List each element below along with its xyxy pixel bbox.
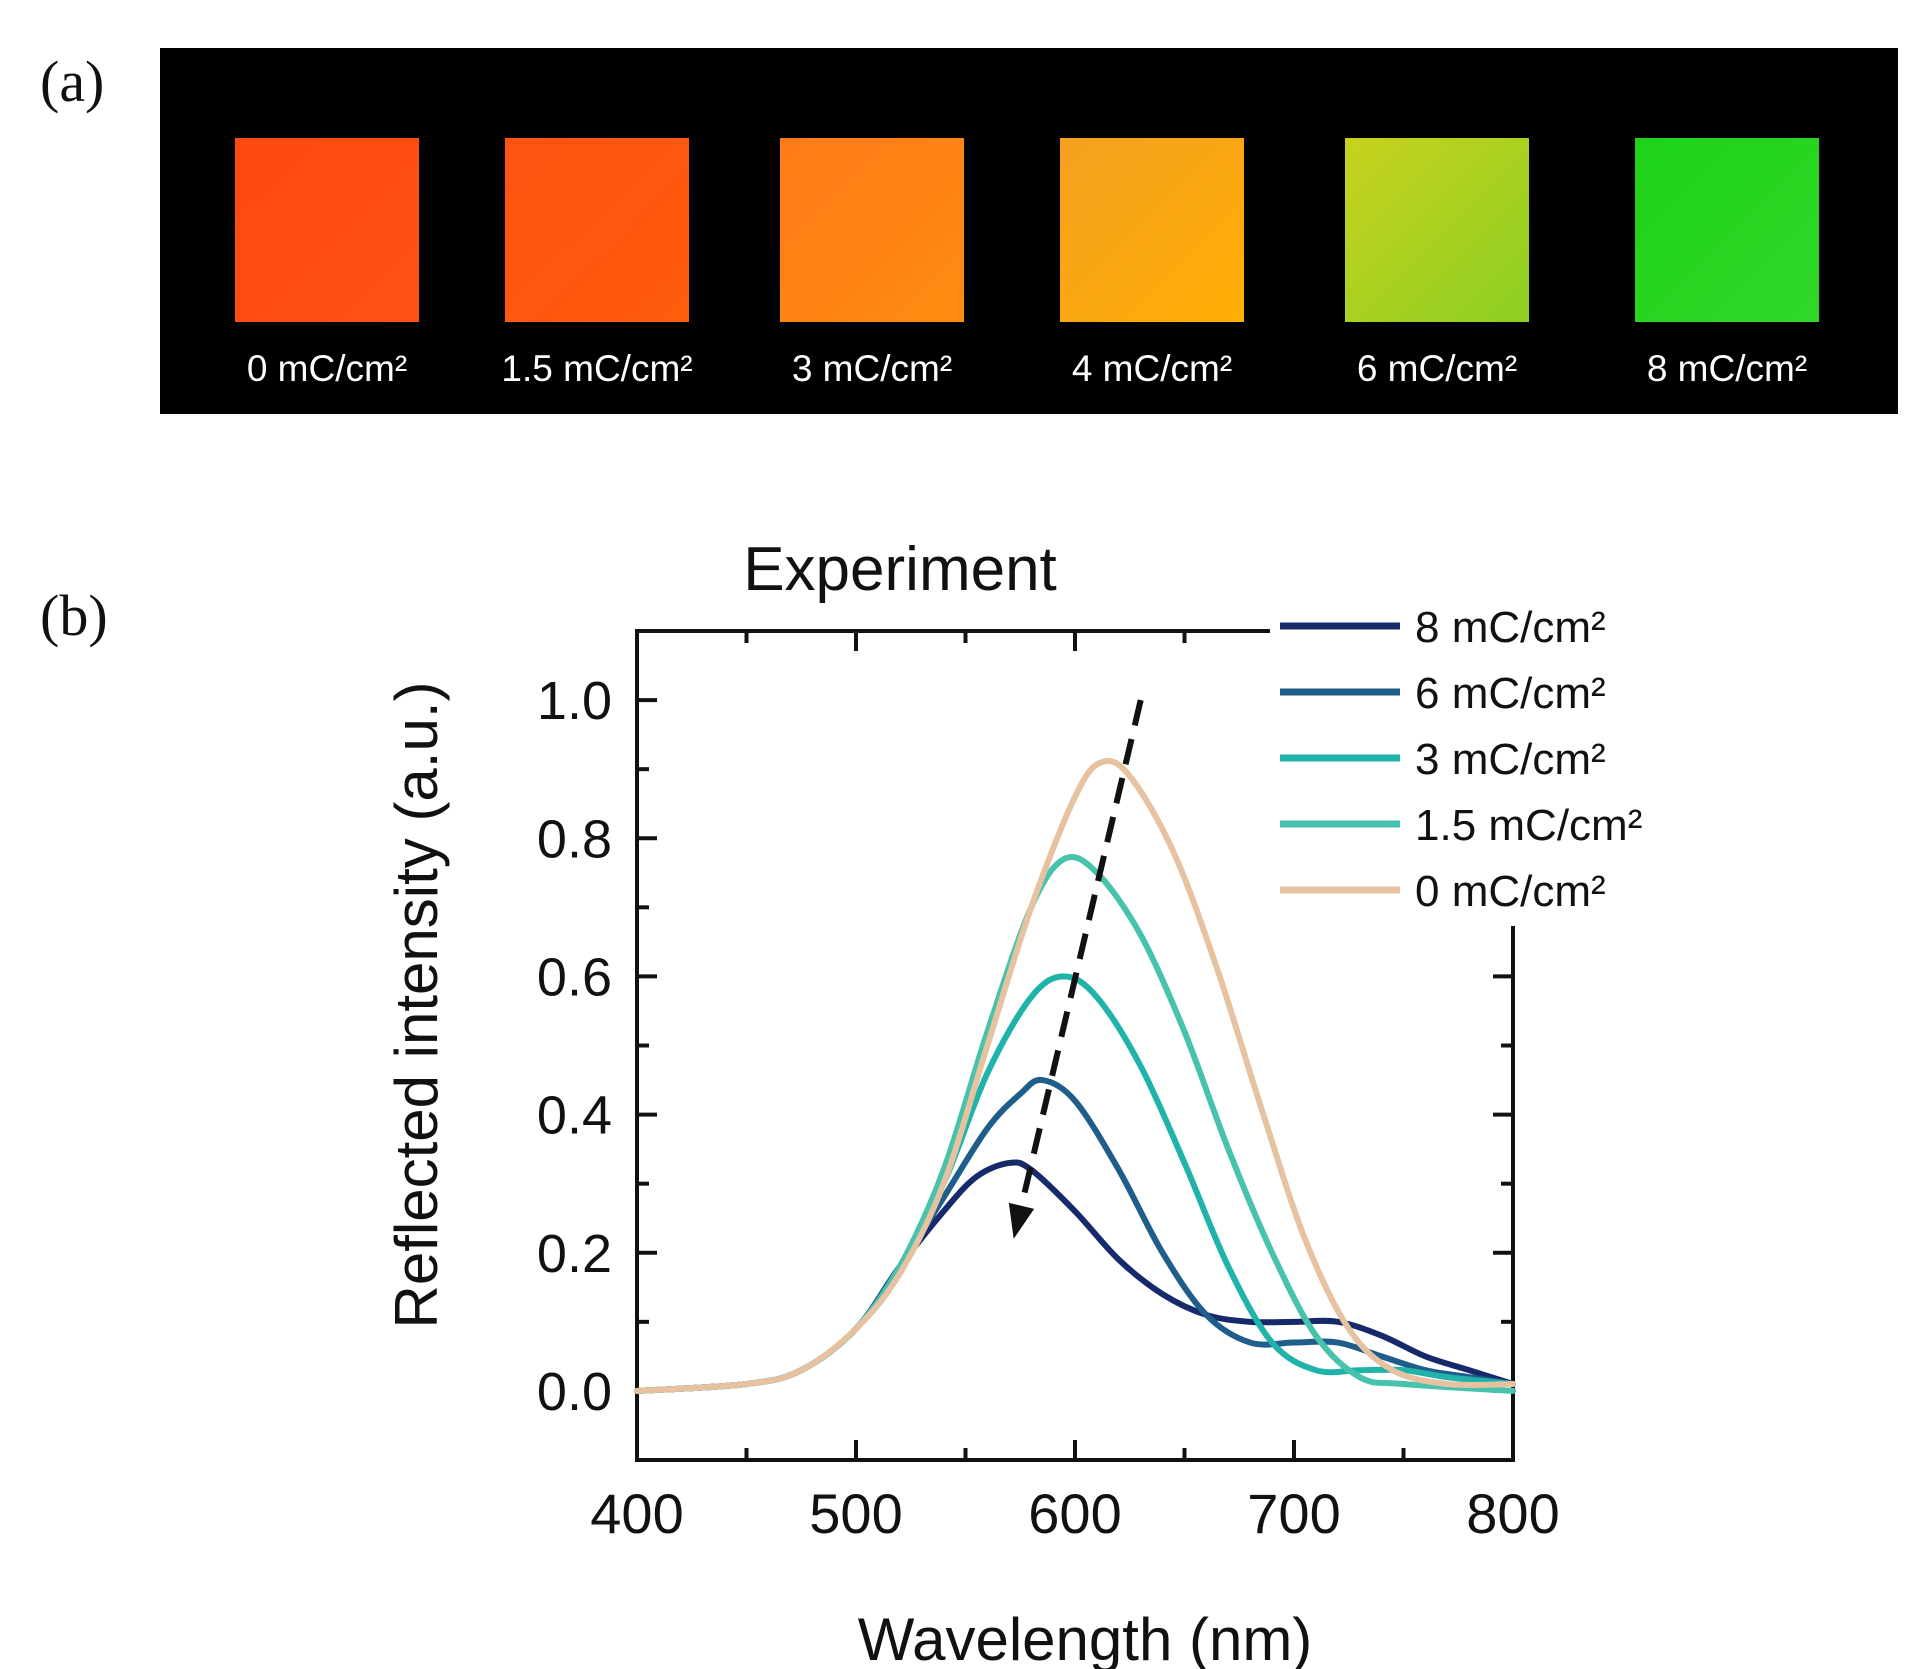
x-tick-label: 500 (809, 1482, 902, 1545)
chart-title: Experiment (743, 535, 1057, 604)
legend-background (1270, 598, 1700, 926)
y-tick-label: 0.8 (537, 809, 612, 869)
legend-label-2: 3 mC/cm² (1415, 735, 1606, 784)
y-tick-label: 0.2 (537, 1224, 612, 1284)
y-tick-label: 0.4 (537, 1086, 612, 1146)
legend-label-4: 0 mC/cm² (1415, 867, 1606, 916)
x-axis-label: Wavelength (nm) (858, 1606, 1313, 1669)
x-tick-label: 600 (1028, 1482, 1121, 1545)
swatch-3 (1060, 138, 1244, 322)
swatch-4 (1345, 138, 1529, 322)
panel-b-label: (b) (40, 583, 108, 648)
swatch-label-3: 4 mC/cm² (1071, 348, 1233, 389)
trend-arrow-head (1008, 1202, 1035, 1239)
y-axis-label: Reflected intensity (a.u.) (383, 682, 450, 1329)
swatch-2 (780, 138, 964, 322)
color-swatch-panel: 0 mC/cm² 1.5 mC/cm² 3 mC/cm² 4 mC/cm² 6 … (160, 48, 1898, 414)
series-line-4 (634, 757, 1516, 1394)
y-tick-label: 1.0 (537, 671, 612, 731)
series-line-2 (634, 973, 1516, 1394)
reflectance-chart: Experiment Reflected intensity (a.u.) Wa… (383, 535, 1700, 1669)
legend-label-1: 6 mC/cm² (1415, 669, 1606, 718)
swatch-label-2: 3 mC/cm² (791, 348, 953, 389)
series-line-3 (634, 853, 1516, 1394)
plot-area: 400 500 600 700 800 0.0 0.2 0.4 0.6 0.8 1.0 (537, 629, 1560, 1545)
y-tick-label: 0.6 (537, 947, 612, 1007)
x-tick-label: 400 (590, 1482, 683, 1545)
swatch-label-1: 1.5 mC/cm² (501, 348, 693, 389)
panel-a-label: (a) (40, 49, 105, 114)
swatch-label-0: 0 mC/cm² (246, 348, 408, 389)
swatch-0 (235, 138, 419, 322)
swatch-label-4: 6 mC/cm² (1356, 348, 1518, 389)
x-tick-label: 800 (1466, 1482, 1559, 1545)
trend-arrow-line (1018, 699, 1144, 1207)
legend-label-0: 8 mC/cm² (1415, 603, 1606, 652)
swatch-1 (505, 138, 689, 322)
swatch-label-5: 8 mC/cm² (1646, 348, 1808, 389)
series-line-1 (634, 1076, 1516, 1394)
legend: 8 mC/cm² 6 mC/cm² 3 mC/cm² 1.5 mC/cm² 0 … (1270, 598, 1700, 926)
legend-label-3: 1.5 mC/cm² (1415, 801, 1642, 850)
x-tick-label: 700 (1247, 1482, 1340, 1545)
y-tick-label: 0.0 (537, 1362, 612, 1422)
swatch-5 (1635, 138, 1819, 322)
